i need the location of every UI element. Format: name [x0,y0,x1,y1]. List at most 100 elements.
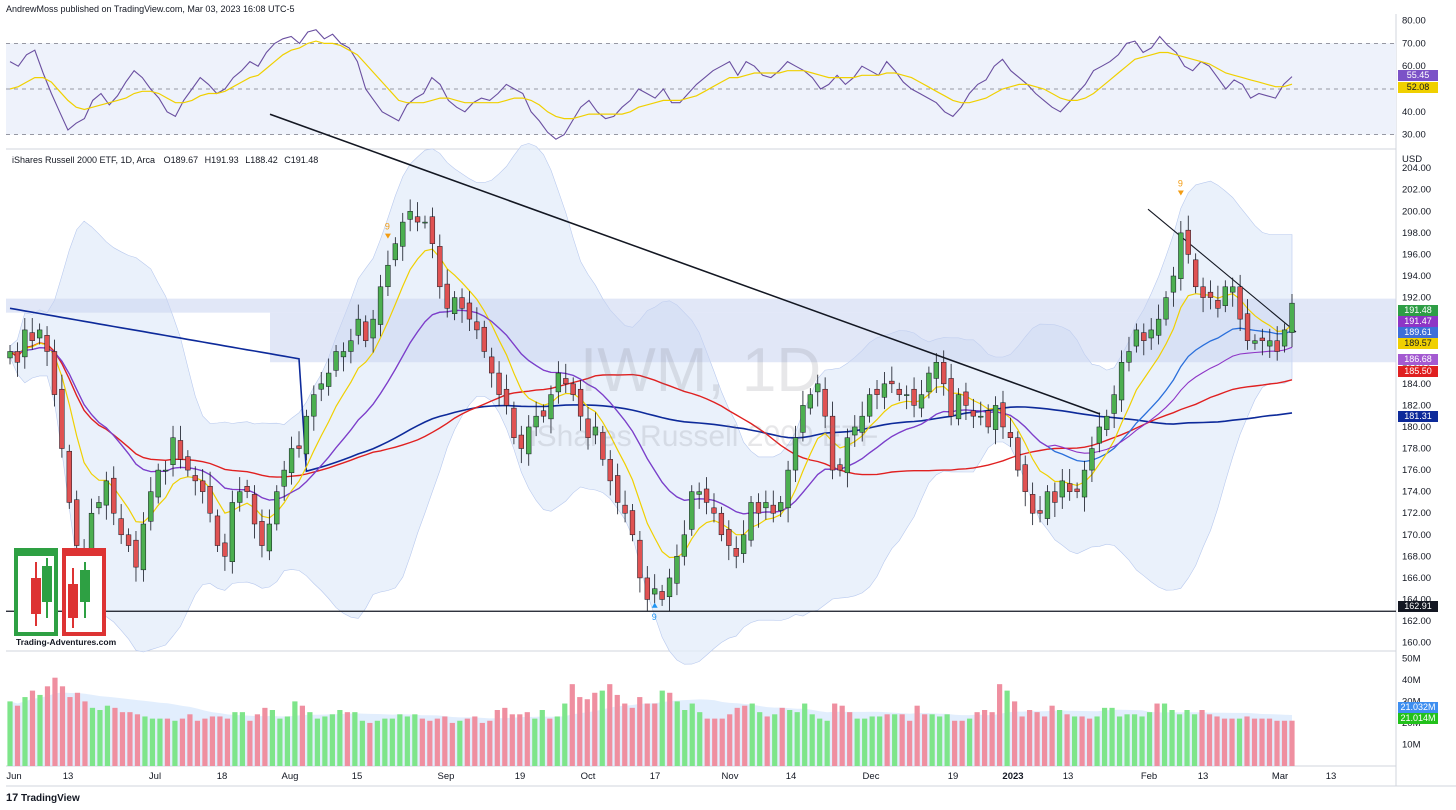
volume-bar-down [1041,716,1048,766]
ohlc-high: H191.93 [205,155,239,165]
volume-bar-up [772,714,778,766]
candle-down [540,410,547,417]
volume-bar-down [1064,714,1070,766]
sma-long-line [9,307,1293,473]
time-tick-label: Mar [1272,771,1288,782]
volume-bar-down [622,703,628,766]
time-tick-label: 2023 [1002,771,1023,782]
candle-down [770,504,776,514]
price-tick-label: 164.00 [1402,594,1431,605]
candle-down [896,388,902,395]
candle-up [792,437,799,471]
candle-up [355,318,361,336]
volume-bar-up [1169,710,1175,766]
candle-down [251,494,258,525]
candle-up [844,437,851,474]
candle-down [222,542,228,557]
candle-down [200,480,206,492]
rsi-signal-line [9,40,1293,120]
candle-down [59,388,65,449]
candle-up [96,502,102,509]
candle-down [74,499,80,546]
candle-down [437,246,443,288]
time-tick-label: Dec [863,771,880,782]
candle-down [133,539,139,568]
candle-up [1081,469,1088,498]
volume-bar-down [839,705,845,766]
rsi-value-tag: 55.45 [1398,69,1438,81]
candle-up [1163,297,1169,320]
rsi-tick-label: 60.00 [1402,61,1426,72]
candle-up [36,329,43,339]
candle-down [444,283,450,309]
volume-bar-up [1071,716,1078,766]
candle-down [1244,313,1251,341]
price-unit-label: USD [1402,154,1422,165]
volume-bar-up [1236,718,1243,766]
candle-up [1267,340,1273,347]
price-tick-label: 184.00 [1402,379,1431,390]
volume-bar-down [704,718,710,766]
price-tick-label: 202.00 [1402,185,1431,196]
candle-up [1222,286,1228,306]
ohlc-open-value: 189.67 [170,155,199,165]
volume-bar-down [577,697,583,766]
candle-down [1015,437,1021,471]
candle-up [859,415,865,433]
volume-bar-down [922,714,928,766]
volume-bar-down [712,718,718,766]
candle-down [629,510,636,536]
candle-up [978,415,984,418]
candle-up [1118,362,1125,401]
candle-down [637,539,643,579]
ohlc-close: C191.48 [284,155,318,165]
volume-bar-down [614,694,620,766]
candle-up [1252,340,1258,344]
candle-up [1281,329,1288,347]
tradingview-logo-icon: 17 [6,792,19,804]
volume-bar-up [142,716,148,766]
ohlc-close-label: C [284,155,291,165]
volume-bar-up [382,718,388,766]
volume-bar-down [479,722,485,766]
candle-up [103,480,109,506]
volume-bar-down [67,697,73,766]
volume-bar-down [734,707,740,766]
time-tick-label: Aug [282,771,299,782]
volume-bar-up [97,710,103,766]
candle-up [696,491,702,495]
candle-down [66,450,72,503]
rsi-tick-label: 30.00 [1402,130,1426,141]
tradingview-footer[interactable]: 17 TradingView [6,792,80,804]
candle-up [666,577,673,598]
volume-bar-up [337,710,343,766]
volume-bar-up [794,712,800,766]
volume-bar-down [134,714,141,766]
volume-bar-down [1244,716,1250,766]
volume-bar-down [907,720,913,766]
candle-down [51,351,58,395]
candle-up [451,297,458,314]
time-tick-label: 19 [948,771,959,782]
time-tick-label: 19 [515,771,526,782]
logo-caption: Trading-Adventures.com [16,637,117,647]
volume-bar-up [1004,690,1010,766]
candle-down [600,432,606,460]
candle-up [1096,426,1102,444]
volume-bar-down [194,720,201,766]
candle-up [652,588,658,595]
volume-bar-down [112,707,118,766]
candle-down [1215,300,1221,309]
volume-bar-up [397,714,403,766]
candle-up [1133,329,1140,347]
candle-down [214,515,221,546]
candle-up [311,394,317,417]
candle-down [111,477,117,514]
candle-down [837,464,843,471]
candle-down [874,388,880,395]
price-tick-label: 194.00 [1402,271,1431,282]
candle-down [718,512,725,536]
candle-up [385,264,391,288]
volume-bar-down [1027,710,1033,766]
